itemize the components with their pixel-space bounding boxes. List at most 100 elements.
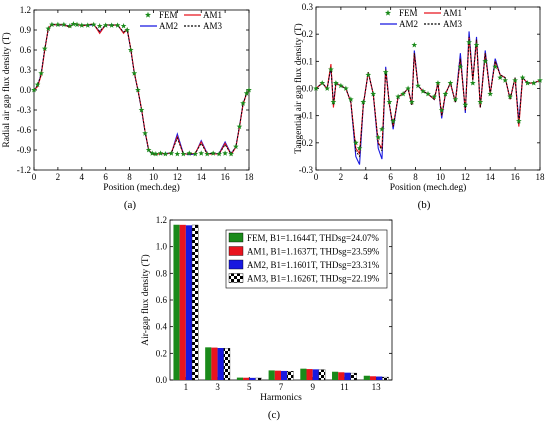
y-tick-label: 0.6 <box>156 295 168 305</box>
fem-point <box>41 45 48 52</box>
fem-point <box>228 151 234 157</box>
fem-point <box>395 93 401 100</box>
x-tick-label: 9 <box>310 382 315 392</box>
x-tick-label: 2 <box>56 172 61 182</box>
bar-am3-h5 <box>255 377 262 381</box>
fem-point <box>180 151 187 157</box>
legend-marker-fem <box>144 11 152 18</box>
y-tick-label: 1.2 <box>156 215 167 225</box>
fem-point <box>477 99 484 105</box>
fem-point <box>512 77 518 83</box>
x-tick-label: 3 <box>215 382 220 392</box>
legend-box <box>225 229 388 289</box>
caption-a: (a) <box>124 199 137 211</box>
bar-am2-h9 <box>312 369 319 380</box>
fem-point <box>375 134 382 140</box>
fem-point <box>131 70 138 76</box>
fem-point <box>356 145 363 151</box>
series-line-am2 <box>33 22 250 156</box>
x-axis-label: Harmonics <box>260 393 302 403</box>
panel-b: 0 2 4 6 8 10 12 14 16 18 -0.3 -0.2 -0.1 0.0 0.1 0.2 0.3 P… <box>293 2 545 211</box>
fem-point <box>157 150 164 156</box>
y-tick-label: 0.9 <box>20 25 32 35</box>
x-tick-label: 18 <box>536 172 546 182</box>
y-axis-label: Air-gap flux density (T) <box>140 254 151 345</box>
x-tick-label: 6 <box>388 172 393 182</box>
series-line-am1 <box>33 22 250 156</box>
legend-label-fem: FEM <box>159 10 178 20</box>
y-tick-label: 0.6 <box>20 45 32 55</box>
legend-swatch-am2 <box>228 259 244 270</box>
plot-area-c: 0.00.20.40.60.81.01.21 3 5 7 9 11 13HarmonicsA… <box>140 215 393 403</box>
fem-point <box>55 21 61 28</box>
bar-am3-h1 <box>191 224 199 381</box>
legend-label-fem: FEM, B1=1.1644T, THDsg=24.07% <box>247 233 379 243</box>
x-tick-label: 2 <box>339 172 344 182</box>
fem-point <box>152 151 159 157</box>
x-tick-label: 6 <box>103 172 108 182</box>
fem-point <box>222 150 228 156</box>
bar-am2-h5 <box>249 377 256 380</box>
fem-point <box>70 21 77 27</box>
fem-point <box>502 77 509 83</box>
legend-label-am2: AM2 <box>159 21 178 31</box>
fem-point <box>198 150 205 156</box>
fem-point <box>435 80 441 86</box>
fem-point <box>61 21 67 28</box>
bar-am3-h7 <box>287 371 294 381</box>
fem-point <box>524 80 531 86</box>
bar-fem-h11 <box>332 371 339 380</box>
fem-point <box>192 151 199 157</box>
fem-point <box>204 151 211 157</box>
fem-point <box>120 23 127 29</box>
fem-point <box>411 42 418 48</box>
bar-am1-h1 <box>179 224 186 380</box>
x-tick-label: 0 <box>314 172 319 182</box>
legend-label-am2: AM2, B1=1.1601T, THDsg=23.31% <box>247 260 380 270</box>
fem-point <box>537 77 543 83</box>
fem-point <box>347 96 354 102</box>
y-tick-label: 0.2 <box>302 29 313 39</box>
fem-point <box>420 88 426 94</box>
fem-point <box>38 70 45 76</box>
plot-frame <box>33 9 250 171</box>
bar-am2-h1 <box>185 225 193 380</box>
legend-label-am2: AM2 <box>399 19 418 29</box>
bar-am1-h11 <box>338 372 345 380</box>
x-tick-label: 12 <box>173 172 182 182</box>
legend-label-fem: FEM <box>399 8 418 18</box>
fem-point <box>96 23 103 29</box>
fem-point <box>497 74 504 81</box>
fem-point <box>507 93 513 100</box>
fem-point <box>473 42 480 48</box>
fem-point <box>328 66 334 72</box>
bar-fem-h13 <box>363 375 370 380</box>
legend-swatch-am3 <box>228 273 244 283</box>
caption-c: (c) <box>268 409 281 421</box>
bar-am3-h11 <box>350 372 357 381</box>
series-line-am3 <box>33 23 250 155</box>
fem-point <box>360 99 367 105</box>
y-tick-label: 0.8 <box>156 268 168 278</box>
legend-swatch-fem <box>228 232 244 243</box>
fem-point <box>138 107 145 113</box>
y-tick-label: 0.0 <box>20 85 32 95</box>
x-tick-label: 10 <box>436 172 446 182</box>
fem-point <box>90 21 97 28</box>
fem-point <box>425 90 431 97</box>
fem-point <box>34 81 41 88</box>
fem-point <box>324 85 331 91</box>
bar-am3-h9 <box>318 369 326 381</box>
x-tick-label: 16 <box>221 172 231 182</box>
fem-point <box>313 85 319 91</box>
y-tick-label: 0.3 <box>20 65 32 75</box>
fem-point <box>431 93 438 100</box>
legend-label-am1: AM1 <box>443 8 462 18</box>
y-tick-label: -0.1 <box>299 111 313 121</box>
fem-point <box>487 90 494 97</box>
x-tick-label: 0 <box>32 172 37 182</box>
fem-point <box>408 99 415 105</box>
plot-area-b: 0 2 4 6 8 10 12 14 16 18 -0.3 -0.2 -0.1 0.0 0.1 0.2 0.3 P… <box>293 2 545 193</box>
series-line-am1 <box>315 36 541 156</box>
